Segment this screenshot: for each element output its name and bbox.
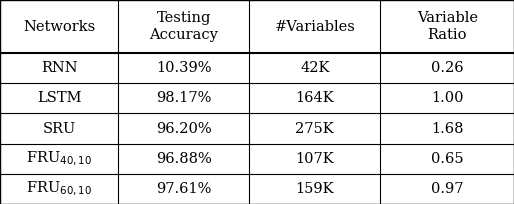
- Text: 0.97: 0.97: [431, 182, 464, 196]
- Text: 0.26: 0.26: [431, 61, 464, 75]
- Text: 159K: 159K: [296, 182, 334, 196]
- Text: 164K: 164K: [296, 91, 334, 105]
- Text: 97.61%: 97.61%: [156, 182, 211, 196]
- Text: SRU: SRU: [43, 122, 76, 135]
- Text: 1.00: 1.00: [431, 91, 464, 105]
- Text: 275K: 275K: [296, 122, 334, 135]
- Text: LSTM: LSTM: [37, 91, 81, 105]
- Text: 107K: 107K: [296, 152, 334, 166]
- Text: 96.88%: 96.88%: [156, 152, 212, 166]
- Text: Testing
Accuracy: Testing Accuracy: [150, 11, 218, 42]
- Text: Networks: Networks: [23, 20, 95, 33]
- Text: Variable
Ratio: Variable Ratio: [417, 11, 478, 42]
- Text: #Variables: #Variables: [274, 20, 355, 33]
- Text: 98.17%: 98.17%: [156, 91, 211, 105]
- Text: 96.20%: 96.20%: [156, 122, 212, 135]
- Text: $\mathregular{FRU}_{60,10}$: $\mathregular{FRU}_{60,10}$: [26, 180, 92, 198]
- Text: $\mathregular{FRU}_{40,10}$: $\mathregular{FRU}_{40,10}$: [26, 150, 92, 168]
- Text: RNN: RNN: [41, 61, 78, 75]
- Text: 10.39%: 10.39%: [156, 61, 211, 75]
- Text: 1.68: 1.68: [431, 122, 464, 135]
- Text: 42K: 42K: [300, 61, 329, 75]
- Text: 0.65: 0.65: [431, 152, 464, 166]
